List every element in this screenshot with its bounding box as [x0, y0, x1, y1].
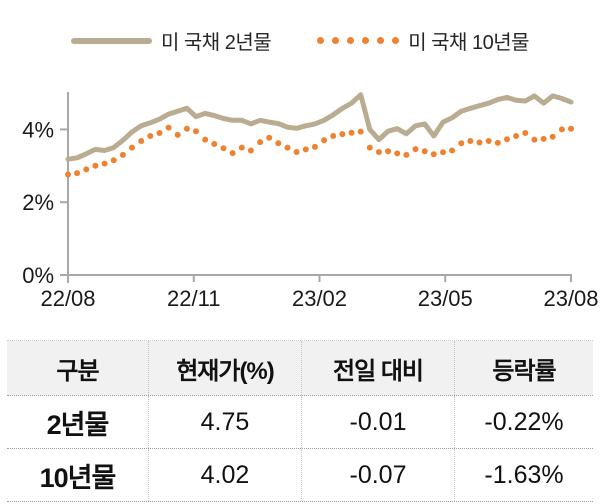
svg-text:2%: 2%	[22, 190, 54, 215]
cell-10yr-current: 4.02	[149, 449, 302, 501]
svg-text:23/02: 23/02	[292, 286, 347, 311]
svg-text:22/08: 22/08	[40, 286, 95, 311]
cell-10yr-pct: -1.63%	[484, 460, 564, 489]
yield-chart: 0% 2% 4% 22/08 22/11 23/02 23/05 23/08 미 국채 2년물…	[0, 26, 600, 311]
col-header-pct: 등락률	[492, 357, 556, 385]
svg-text:23/05: 23/05	[418, 286, 473, 311]
cell-10yr-change: -0.07	[302, 449, 455, 501]
col-header-category: 구분	[7, 341, 149, 395]
legend-label-10yr: 미 국채 10년물	[408, 32, 530, 54]
legend-item-10yr: 미 국채 10년물	[317, 26, 530, 55]
col-header-current: 현재가(%)	[149, 341, 302, 395]
col-header-change: 전일 대비	[302, 341, 455, 395]
legend-label-2yr: 미 국채 2년물	[160, 32, 272, 54]
cell-2yr-current: 4.75	[149, 396, 302, 448]
dotted-line-sample	[317, 37, 400, 44]
row-label-10yr: 10년물	[7, 449, 149, 501]
chart-legend: 미 국채 2년물 미 국채 10년물	[0, 26, 600, 55]
solid-line-sample	[70, 37, 152, 44]
svg-text:4%: 4%	[22, 117, 54, 142]
svg-text:0%: 0%	[22, 263, 54, 288]
table-header-row: 구분 현재가(%) 전일 대비 등락률	[7, 341, 593, 395]
row-label-2yr: 2년물	[7, 396, 149, 448]
cell-2yr-change: -0.01	[302, 396, 455, 448]
chart-plot-area: 0% 2% 4% 22/08 22/11 23/02 23/05 23/08	[22, 92, 599, 311]
table-row-10yr: 10년물 4.02 -0.07 -1.63%	[7, 448, 593, 501]
legend-item-2yr: 미 국채 2년물	[70, 26, 272, 55]
table-row-2yr: 2년물 4.75 -0.01 -0.22%	[7, 395, 593, 448]
svg-text:22/11: 22/11	[167, 286, 220, 311]
yield-table: 구분 현재가(%) 전일 대비 등락률 2년물 4.75 -0.01 -0.22…	[7, 340, 593, 502]
svg-text:23/08: 23/08	[543, 286, 598, 311]
cell-2yr-pct: -0.22%	[484, 407, 564, 436]
